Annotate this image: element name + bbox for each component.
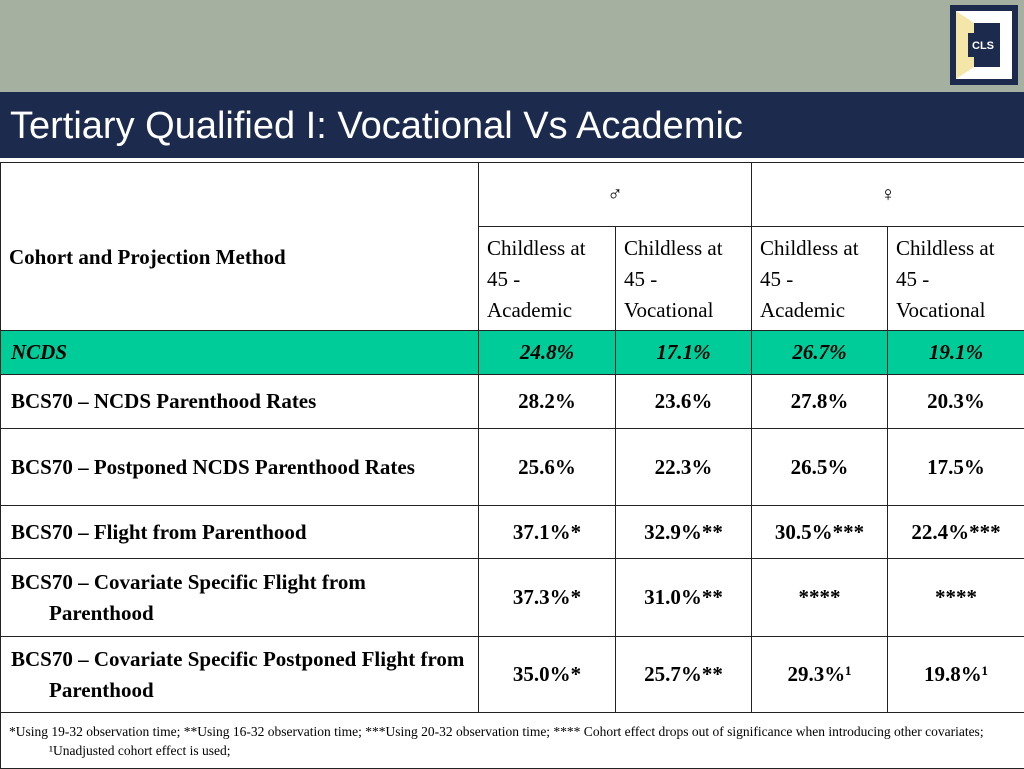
footnote: *Using 19-32 observation time; **Using 1… [1, 713, 1024, 769]
column-header: Childless at 45 - Academic [479, 227, 616, 331]
row-label: BCS70 – Covariate Specific Flight from P… [1, 559, 479, 637]
data-row: BCS70 – Covariate Specific Flight from P… [1, 559, 1024, 637]
cell: 35.0%* [479, 637, 616, 713]
group-header: ♀ [752, 163, 1024, 227]
top-band [0, 0, 1024, 92]
row-label: BCS70 – NCDS Parenthood Rates [1, 375, 479, 429]
cell: 22.4%*** [888, 506, 1024, 559]
cell: 30.5%*** [752, 506, 888, 559]
logo-text: CLS [972, 40, 994, 52]
cell: 19.1% [888, 331, 1024, 375]
cell: 37.3%* [479, 559, 616, 637]
cell: 26.5% [752, 429, 888, 506]
row-header: Cohort and Projection Method [1, 163, 479, 331]
row-label: NCDS [1, 331, 479, 375]
cell: 17.5% [888, 429, 1024, 506]
cell: 28.2% [479, 375, 616, 429]
cell: 37.1%* [479, 506, 616, 559]
column-header: Childless at 45 - Vocational [616, 227, 752, 331]
cell: 19.8%¹ [888, 637, 1024, 713]
row-label: BCS70 – Flight from Parenthood [1, 506, 479, 559]
group-row: Cohort and Projection Method♂♀ [1, 163, 1024, 227]
row-label: BCS70 – Covariate Specific Postponed Fli… [1, 637, 479, 713]
cell: **** [888, 559, 1024, 637]
cell: 20.3% [888, 375, 1024, 429]
cell: 26.7% [752, 331, 888, 375]
cell: 27.8% [752, 375, 888, 429]
cell: 22.3% [616, 429, 752, 506]
cell: 31.0%** [616, 559, 752, 637]
cell: 17.1% [616, 331, 752, 375]
results-table: Cohort and Projection Method♂♀Childless … [0, 162, 1024, 769]
data-row: BCS70 – Covariate Specific Postponed Fli… [1, 637, 1024, 713]
cell: 23.6% [616, 375, 752, 429]
footnote-row: *Using 19-32 observation time; **Using 1… [1, 713, 1024, 769]
row-label: BCS70 – Postponed NCDS Parenthood Rates [1, 429, 479, 506]
slide-title: Tertiary Qualified I: Vocational Vs Acad… [10, 100, 743, 152]
cell: 25.6% [479, 429, 616, 506]
group-header: ♂ [479, 163, 752, 227]
cell: 24.8% [479, 331, 616, 375]
cell: 25.7%** [616, 637, 752, 713]
cell: **** [752, 559, 888, 637]
cell: 29.3%¹ [752, 637, 888, 713]
logo: CLS [950, 5, 1018, 85]
column-header: Childless at 45 - Academic [752, 227, 888, 331]
cell: 32.9%** [616, 506, 752, 559]
column-header: Childless at 45 - Vocational [888, 227, 1024, 331]
